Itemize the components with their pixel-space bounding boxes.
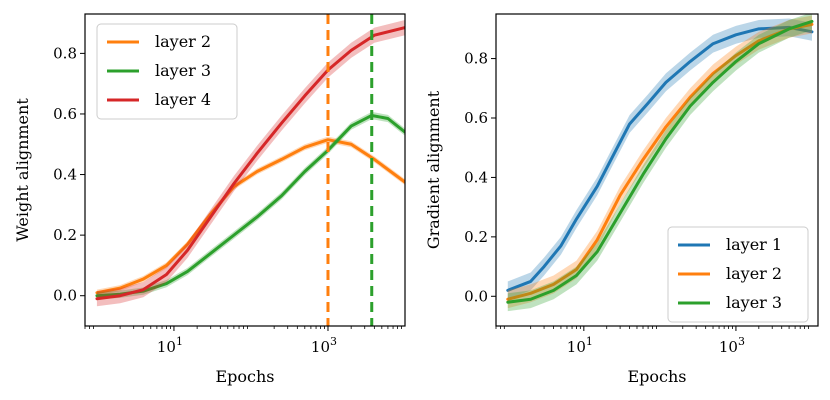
y-axis-label: Gradient alignment <box>424 90 443 249</box>
y-tick-label: 0.8 <box>53 44 77 62</box>
y-tick-label: 0.6 <box>464 109 488 127</box>
legend-box <box>96 23 238 120</box>
legend-label-layer-4: layer 4 <box>155 90 211 109</box>
x-tick-label: 103 <box>719 335 745 356</box>
weight-alignment-chart: 0.0 0.2 0.4 0.6 0.8 101 103 Epochs Weight alignm… <box>13 13 406 386</box>
plot-area <box>95 14 405 326</box>
legend-label-layer-2: layer 2 <box>726 264 782 283</box>
legend-label-layer-3: layer 3 <box>155 61 211 80</box>
y-tick-label: 0.4 <box>464 168 488 186</box>
series-line-layer-2 <box>95 138 405 295</box>
axes-frame <box>84 13 406 327</box>
y-tick-label: 0.0 <box>464 287 488 305</box>
gradient-alignment-chart: 0.0 0.2 0.4 0.6 0.8 101 103 Epochs Gradient alig… <box>424 13 819 386</box>
y-axis-label: Weight alignment <box>13 98 32 242</box>
series-line-layer-2 <box>506 22 814 301</box>
legend-box <box>667 226 809 323</box>
y-tick-label: 0.6 <box>53 105 77 123</box>
y-tick-label: 0.8 <box>464 50 488 68</box>
axes-frame <box>495 13 819 327</box>
plot-area <box>506 14 814 312</box>
x-axis-label: Epochs <box>215 367 274 386</box>
series-band-layer-3 <box>96 111 405 300</box>
series-line-layer-4 <box>95 26 405 301</box>
x-tick-label: 101 <box>157 335 183 356</box>
x-tick-label: 101 <box>567 335 593 356</box>
series-line-layer-3 <box>506 19 814 304</box>
legend-label-layer-3: layer 3 <box>726 293 782 312</box>
x-tick-label: 103 <box>311 335 337 356</box>
legend: layer 2 layer 3 layer 4 <box>96 23 238 120</box>
legend: layer 1 layer 2 layer 3 <box>667 226 809 323</box>
legend-label-layer-2: layer 2 <box>155 32 211 51</box>
series-line-layer-3 <box>95 113 405 298</box>
y-tick-label: 0.2 <box>53 226 77 244</box>
y-tick-label: 0.0 <box>53 287 77 305</box>
x-axis-label: Epochs <box>627 367 686 386</box>
y-tick-label: 0.2 <box>464 228 488 246</box>
legend-label-layer-1: layer 1 <box>726 235 782 254</box>
series-line-layer-1 <box>506 25 814 292</box>
y-tick-label: 0.4 <box>53 166 77 184</box>
